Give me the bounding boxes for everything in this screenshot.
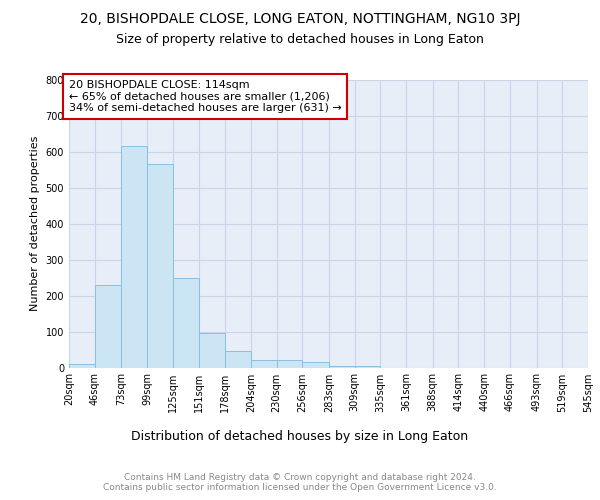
Text: 20 BISHOPDALE CLOSE: 114sqm
← 65% of detached houses are smaller (1,206)
34% of : 20 BISHOPDALE CLOSE: 114sqm ← 65% of det… — [69, 80, 342, 113]
Text: 20, BISHOPDALE CLOSE, LONG EATON, NOTTINGHAM, NG10 3PJ: 20, BISHOPDALE CLOSE, LONG EATON, NOTTIN… — [80, 12, 520, 26]
Bar — [199, 334, 225, 368]
Text: Distribution of detached houses by size in Long Eaton: Distribution of detached houses by size … — [131, 430, 469, 443]
Bar — [69, 364, 95, 368]
Bar — [302, 362, 329, 368]
Bar — [173, 278, 199, 368]
Bar — [355, 366, 380, 368]
Bar — [277, 360, 302, 368]
Bar — [95, 285, 121, 368]
Bar — [225, 352, 251, 368]
Bar — [251, 360, 277, 368]
Bar — [329, 366, 355, 368]
Y-axis label: Number of detached properties: Number of detached properties — [30, 136, 40, 312]
Text: Contains HM Land Registry data © Crown copyright and database right 2024.
Contai: Contains HM Land Registry data © Crown c… — [103, 473, 497, 492]
Bar — [121, 146, 147, 368]
Bar — [147, 164, 173, 368]
Text: Size of property relative to detached houses in Long Eaton: Size of property relative to detached ho… — [116, 32, 484, 46]
